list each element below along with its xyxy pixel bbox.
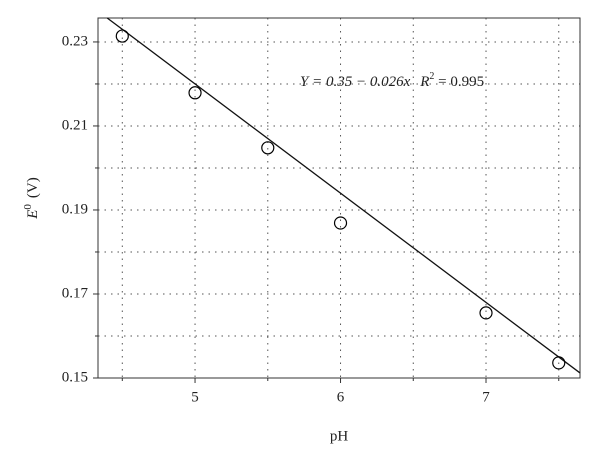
- data-point: [261, 141, 275, 155]
- r2-value: = 0.995: [434, 74, 484, 90]
- y-axis-symbol: E: [25, 210, 41, 220]
- y-tick-label: 0.23: [62, 33, 88, 49]
- data-point: [479, 306, 493, 320]
- y-axis-label: E0 (V): [22, 177, 42, 220]
- x-tick-label: 5: [191, 389, 199, 405]
- y-axis-unit: (V): [25, 177, 41, 198]
- data-point: [333, 216, 348, 230]
- fit-line: [106, 17, 581, 374]
- r2-symbol: R: [419, 74, 429, 90]
- x-tick-label: 7: [482, 389, 490, 405]
- y-tick-label: 0.21: [62, 117, 88, 133]
- data-point: [115, 29, 129, 43]
- data-point: [188, 86, 202, 100]
- fit-equation: Y = 0.35 − 0.026x: [300, 74, 411, 90]
- y-tick-label: 0.19: [62, 201, 88, 217]
- data-point: [552, 356, 566, 370]
- fit-annotation: Y = 0.35 − 0.026x R2 = 0.995: [300, 71, 484, 90]
- plot-frame: [97, 17, 581, 379]
- x-tick-label: 6: [337, 389, 345, 405]
- y-axis-sup: 0: [22, 204, 34, 210]
- y-tick-label: 0.15: [62, 369, 88, 385]
- y-tick-label: 0.17: [62, 285, 89, 301]
- x-axis-label: pH: [330, 428, 349, 444]
- r2-sup: 2: [429, 71, 434, 82]
